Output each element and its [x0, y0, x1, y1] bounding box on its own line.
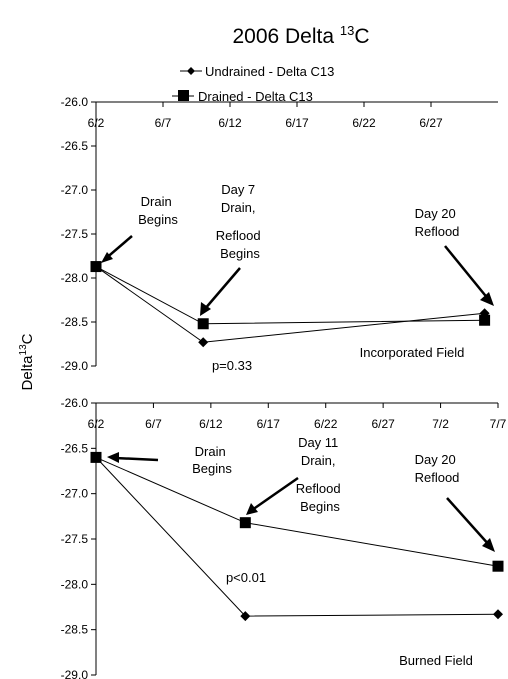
annotation-line: Drain [141, 194, 172, 209]
y-tick-label: -29.0 [61, 359, 89, 373]
x-tick-label: 6/2 [88, 417, 105, 431]
data-point-drained [492, 560, 504, 572]
annotation-arrow [444, 245, 490, 301]
annotation-arrow [446, 497, 491, 547]
y-tick-label: -29.0 [61, 668, 89, 679]
y-axis-label: Delta13C [18, 333, 36, 390]
p-value-top: p=0.33 [212, 358, 252, 373]
y-tick-label: -26.5 [61, 139, 89, 153]
p-value-bottom: p<0.01 [226, 570, 266, 585]
x-tick-label: 6/7 [155, 116, 172, 130]
panel-label-bottom: Burned Field [399, 653, 473, 668]
data-point-undrained [198, 337, 209, 348]
annotation-line: Day 20 [415, 206, 456, 221]
annotation-line: Day 20 [415, 452, 456, 467]
annotation-line: Drain [195, 444, 226, 459]
y-axis-label-superscript: 13 [18, 344, 29, 356]
chart-title-main: 2006 Delta [232, 25, 339, 48]
annotation-day11-bottom: Day 11 Drain, Reflood Begins [296, 435, 344, 514]
x-tick-label: 6/2 [88, 116, 105, 130]
x-tick-label: 7/2 [432, 417, 449, 431]
annotation-drain-begins-top: Drain Begins [138, 194, 178, 227]
x-tick-label: 6/17 [285, 116, 309, 130]
x-tick-label: 6/12 [218, 116, 242, 130]
annotation-line: Begins [300, 499, 340, 514]
annotation-line: Reflood [216, 228, 261, 243]
annotation-arrowhead [246, 503, 258, 515]
y-tick-label: -28.5 [61, 315, 89, 329]
legend-label-drained: Drained - Delta C13 [198, 89, 313, 104]
y-tick-label: -26.0 [61, 396, 89, 410]
panel-label-top: Incorporated Field [360, 345, 465, 360]
annotation-day20-bottom: Day 20 Reflood [415, 452, 460, 485]
annotation-arrow [203, 267, 241, 311]
y-tick-label: -27.5 [61, 532, 89, 546]
annotation-arrowhead [101, 252, 113, 263]
annotation-line: Drain, [301, 453, 336, 468]
legend-marker-diamond [187, 67, 195, 75]
y-tick-label: -28.5 [61, 623, 89, 637]
chart-title-end: C [354, 25, 369, 48]
annotation-line: Begins [192, 461, 232, 476]
chart-title: 2006 Delta 13C [232, 23, 369, 48]
annotation-line: Day 7 [221, 182, 255, 197]
x-tick-label: 6/27 [419, 116, 443, 130]
annotation-arrow [114, 456, 159, 462]
series-line-undrained [95, 266, 485, 343]
series-line-drained [95, 266, 485, 325]
y-axis-label-end: C [19, 333, 36, 344]
y-tick-label: -27.0 [61, 183, 89, 197]
y-tick-label: -27.5 [61, 227, 89, 241]
annotation-arrow [251, 476, 299, 512]
annotation-drain-begins-bottom: Drain Begins [192, 444, 232, 476]
legend-item-drained: Drained - Delta C13 [172, 89, 313, 104]
data-point-undrained [493, 609, 503, 620]
legend-label-undrained: Undrained - Delta C13 [205, 64, 334, 79]
chart-title-superscript: 13 [340, 23, 354, 38]
panel-bottom-annotations: Drain Begins Day 11 Drain, Reflood Begin… [107, 435, 495, 668]
annotation-arrowhead [480, 292, 494, 306]
y-axis-label-main: Delta [19, 355, 36, 391]
y-tick-label: -27.0 [61, 487, 89, 501]
y-tick-label: -28.0 [61, 271, 89, 285]
x-tick-label: 6/22 [352, 116, 376, 130]
legend: Undrained - Delta C13 Drained - Delta C1… [172, 64, 334, 104]
annotation-line: Begins [220, 246, 260, 261]
x-tick-label: 7/7 [490, 417, 507, 431]
annotation-line: Begins [138, 212, 178, 227]
x-tick-label: 6/27 [371, 417, 395, 431]
annotation-day7-top: Day 7 Drain, Reflood Begins [216, 182, 264, 261]
annotation-line: Reflood [296, 481, 341, 496]
x-tick-label: 6/12 [199, 417, 223, 431]
y-tick-label: -26.5 [61, 441, 89, 455]
data-point-drained [479, 314, 491, 326]
panel-top-annotations: Drain Begins Day 7 Drain, Reflood Begins… [101, 182, 494, 373]
data-point-drained [90, 261, 102, 273]
y-tick-label: -26.0 [61, 95, 89, 109]
data-point-undrained [240, 611, 251, 622]
annotation-line: Drain, [221, 200, 256, 215]
annotation-line: Reflood [415, 470, 460, 485]
legend-marker-square [178, 90, 189, 101]
annotation-arrowhead [200, 302, 211, 316]
x-tick-label: 6/17 [257, 417, 281, 431]
legend-item-undrained: Undrained - Delta C13 [180, 64, 334, 79]
data-point-drained [90, 451, 102, 463]
x-tick-label: 6/7 [145, 417, 162, 431]
annotation-day20-top: Day 20 Reflood [415, 206, 460, 239]
annotation-arrowhead [107, 452, 119, 463]
data-point-drained [197, 318, 209, 330]
data-point-drained [239, 517, 251, 529]
annotation-line: Reflood [415, 224, 460, 239]
annotation-arrowhead [482, 538, 495, 552]
y-tick-label: -28.0 [61, 577, 89, 591]
x-tick-label: 6/22 [314, 417, 338, 431]
annotation-line: Day 11 [298, 435, 338, 450]
